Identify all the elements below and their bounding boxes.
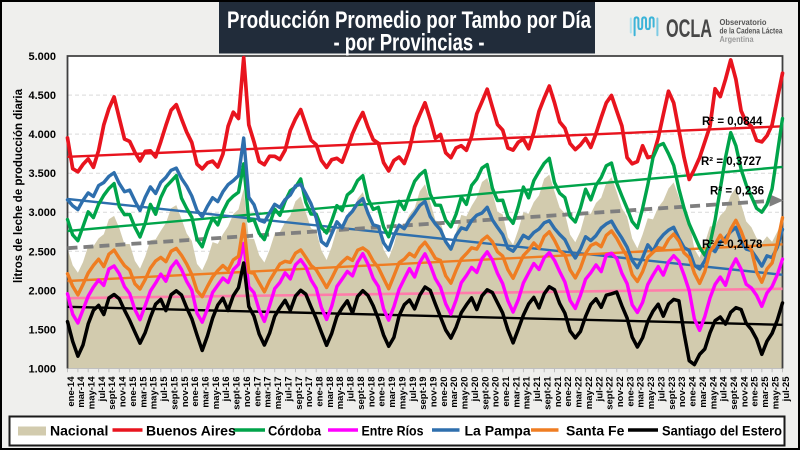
svg-text:mar-15: mar-15 — [138, 376, 149, 408]
svg-text:Argentina: Argentina — [720, 34, 754, 44]
svg-text:jul-14: jul-14 — [97, 376, 108, 403]
svg-text:nov-16: nov-16 — [242, 377, 253, 408]
svg-text:jul-21: jul-21 — [532, 376, 543, 403]
svg-text:may-24: may-24 — [708, 376, 719, 409]
svg-text:ene-20: ene-20 — [439, 377, 450, 407]
svg-text:1.000: 1.000 — [28, 364, 56, 376]
svg-text:2.000: 2.000 — [28, 285, 56, 297]
svg-text:nov-19: nov-19 — [429, 377, 440, 408]
svg-text:sept-22: sept-22 — [605, 377, 616, 410]
svg-text:sept-16: sept-16 — [232, 377, 243, 410]
svg-text:may-18: may-18 — [335, 377, 346, 410]
svg-text:mar-19: mar-19 — [387, 377, 398, 408]
svg-text:mar-18: mar-18 — [325, 377, 336, 408]
svg-text:Santiago del Estero: Santiago del Estero — [662, 423, 782, 439]
svg-text:sept-21: sept-21 — [543, 376, 554, 410]
svg-text:mar-16: mar-16 — [201, 377, 212, 408]
svg-text:sept-14: sept-14 — [107, 376, 118, 410]
svg-text:mar-24: mar-24 — [698, 376, 709, 408]
svg-text:ene-24: ene-24 — [688, 376, 699, 407]
svg-text:litros de leche de producción: litros de leche de producción diaria — [13, 88, 25, 283]
svg-text:jul-23: jul-23 — [657, 377, 668, 403]
svg-text:5.000: 5.000 — [28, 51, 56, 63]
svg-text:sept-23: sept-23 — [667, 377, 678, 410]
svg-text:mar-25: mar-25 — [760, 376, 771, 408]
svg-text:mar-23: mar-23 — [636, 377, 647, 408]
svg-text:Producción Promedio por Tambo: Producción Promedio por Tambo por Día — [227, 7, 591, 34]
svg-text:ene-14: ene-14 — [66, 376, 77, 407]
svg-text:R² = 0,3727: R² = 0,3727 — [701, 156, 761, 168]
svg-text:4.000: 4.000 — [28, 129, 56, 141]
svg-text:La Pampa: La Pampa — [465, 423, 531, 439]
svg-text:may-25: may-25 — [770, 376, 781, 409]
svg-text:ene-22: ene-22 — [563, 377, 574, 407]
svg-text:- por Provincias -: - por Provincias - — [334, 29, 485, 56]
svg-text:nov-20: nov-20 — [491, 377, 502, 408]
svg-text:sept-19: sept-19 — [418, 377, 429, 410]
svg-text:may-21: may-21 — [522, 376, 533, 409]
svg-text:ene-17: ene-17 — [252, 377, 263, 407]
svg-text:jul-22: jul-22 — [594, 377, 605, 403]
svg-text:de la Cadena Láctea: de la Cadena Láctea — [720, 26, 783, 36]
svg-text:mar-22: mar-22 — [574, 377, 585, 408]
svg-text:nov-15: nov-15 — [180, 376, 191, 407]
svg-text:R² = 0,236: R² = 0,236 — [710, 186, 764, 198]
svg-text:mar-20: mar-20 — [449, 377, 460, 408]
svg-text:may-15: may-15 — [149, 376, 160, 409]
svg-text:jul-18: jul-18 — [346, 377, 357, 403]
svg-text:3.500: 3.500 — [28, 168, 56, 180]
svg-text:jul-16: jul-16 — [221, 377, 232, 403]
svg-text:nov-24: nov-24 — [739, 376, 750, 407]
svg-text:jul-20: jul-20 — [470, 377, 481, 403]
svg-text:nov-14: nov-14 — [118, 376, 129, 407]
svg-text:jul-15: jul-15 — [159, 376, 170, 403]
svg-text:jul-19: jul-19 — [408, 377, 419, 403]
svg-text:Córdoba: Córdoba — [268, 423, 321, 439]
svg-text:sept-17: sept-17 — [294, 377, 305, 410]
svg-text:Santa Fe: Santa Fe — [566, 423, 625, 439]
svg-text:ene-18: ene-18 — [315, 377, 326, 407]
svg-text:4.500: 4.500 — [28, 90, 56, 102]
svg-text:may-22: may-22 — [584, 377, 595, 410]
svg-text:Observatorio: Observatorio — [720, 17, 767, 27]
svg-text:R² = 0,0844: R² = 0,0844 — [702, 116, 763, 128]
svg-text:nov-23: nov-23 — [677, 377, 688, 408]
svg-text:sept-20: sept-20 — [480, 377, 491, 410]
svg-text:nov-22: nov-22 — [615, 377, 626, 408]
svg-text:ene-25: ene-25 — [750, 376, 761, 407]
svg-text:ene-19: ene-19 — [377, 377, 388, 407]
svg-text:Nacional: Nacional — [50, 423, 108, 439]
svg-text:jul-24: jul-24 — [719, 376, 730, 403]
svg-text:jul-17: jul-17 — [283, 377, 294, 403]
svg-text:ene-15: ene-15 — [128, 376, 139, 407]
svg-text:may-17: may-17 — [273, 377, 284, 410]
svg-text:ene-23: ene-23 — [625, 377, 636, 407]
svg-text:mar-14: mar-14 — [76, 376, 87, 408]
svg-text:may-20: may-20 — [460, 377, 471, 410]
svg-text:2.500: 2.500 — [28, 246, 56, 258]
svg-text:sept-24: sept-24 — [729, 376, 740, 410]
svg-text:OCLA: OCLA — [666, 15, 712, 43]
svg-text:sept-18: sept-18 — [356, 377, 367, 410]
svg-text:may-23: may-23 — [646, 377, 657, 410]
svg-text:Entre Ríos: Entre Ríos — [362, 423, 424, 439]
svg-text:nov-17: nov-17 — [304, 377, 315, 408]
svg-text:ene-16: ene-16 — [190, 377, 201, 407]
svg-text:nov-18: nov-18 — [366, 377, 377, 408]
svg-text:nov-21: nov-21 — [553, 376, 564, 407]
svg-text:Buenos Aires: Buenos Aires — [146, 423, 236, 439]
svg-text:jul-25: jul-25 — [781, 376, 792, 403]
svg-text:may-14: may-14 — [87, 376, 98, 409]
svg-text:R² = 0,2178: R² = 0,2178 — [702, 239, 763, 251]
svg-text:may-19: may-19 — [397, 377, 408, 410]
svg-text:3.000: 3.000 — [28, 207, 56, 219]
svg-text:may-16: may-16 — [211, 377, 222, 410]
svg-text:mar-17: mar-17 — [263, 377, 274, 408]
svg-text:mar-21: mar-21 — [511, 376, 522, 408]
svg-text:ene-21: ene-21 — [501, 376, 512, 407]
svg-text:1.500: 1.500 — [28, 324, 56, 336]
svg-text:sept-15: sept-15 — [169, 376, 180, 410]
